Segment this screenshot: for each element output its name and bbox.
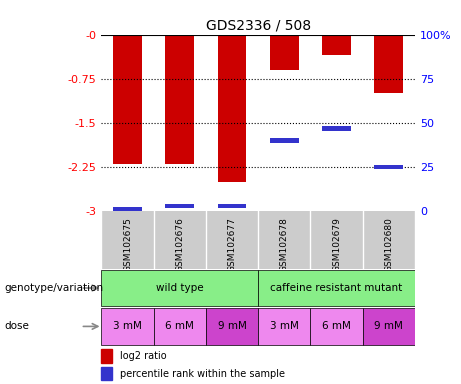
Text: GSM102675: GSM102675 [123, 217, 132, 272]
Text: GSM102678: GSM102678 [280, 217, 289, 272]
Text: 9 mM: 9 mM [374, 321, 403, 331]
FancyBboxPatch shape [206, 308, 258, 345]
Bar [165, 204, 194, 208]
Text: wild type: wild type [156, 283, 204, 293]
Bar [218, 35, 246, 182]
Bar [218, 204, 246, 208]
FancyBboxPatch shape [258, 270, 415, 306]
Text: 9 mM: 9 mM [218, 321, 247, 331]
Text: 6 mM: 6 mM [165, 321, 194, 331]
Text: 3 mM: 3 mM [270, 321, 299, 331]
Bar [270, 35, 299, 70]
Bar [374, 165, 403, 169]
FancyBboxPatch shape [101, 308, 154, 345]
FancyBboxPatch shape [310, 308, 363, 345]
Bar [322, 126, 351, 131]
Text: GSM102680: GSM102680 [384, 217, 393, 272]
Title: GDS2336 / 508: GDS2336 / 508 [206, 18, 311, 32]
Bar [165, 35, 194, 164]
Text: 6 mM: 6 mM [322, 321, 351, 331]
Bar [113, 207, 142, 212]
Bar [101, 367, 112, 380]
Bar [270, 138, 299, 143]
Text: log2 ratio: log2 ratio [120, 351, 167, 361]
Text: GSM102676: GSM102676 [175, 217, 184, 272]
Bar [113, 35, 142, 164]
FancyBboxPatch shape [258, 308, 310, 345]
FancyBboxPatch shape [154, 308, 206, 345]
FancyBboxPatch shape [101, 270, 258, 306]
Bar [374, 35, 403, 93]
Bar [101, 349, 112, 363]
Text: genotype/variation: genotype/variation [5, 283, 104, 293]
Bar [322, 35, 351, 55]
Text: caffeine resistant mutant: caffeine resistant mutant [271, 283, 402, 293]
Text: 3 mM: 3 mM [113, 321, 142, 331]
Text: GSM102679: GSM102679 [332, 217, 341, 272]
Text: GSM102677: GSM102677 [228, 217, 236, 272]
Text: percentile rank within the sample: percentile rank within the sample [120, 369, 285, 379]
FancyBboxPatch shape [363, 308, 415, 345]
Text: dose: dose [5, 321, 30, 331]
